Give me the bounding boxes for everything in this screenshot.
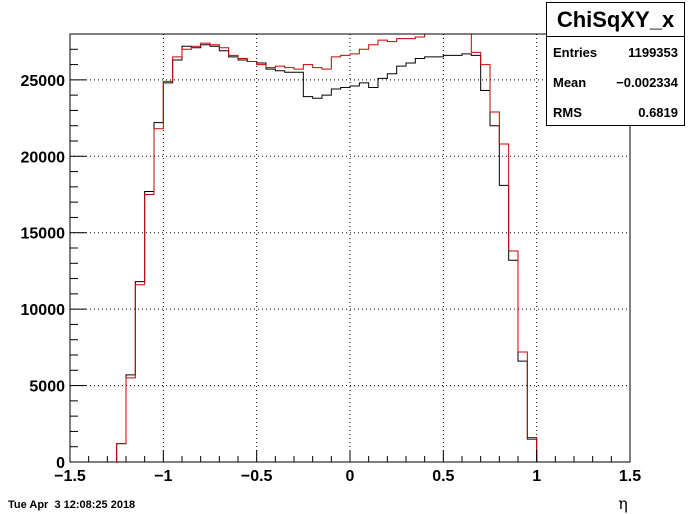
y-tick-label: 5000: [29, 379, 65, 396]
x-tick-label: −1: [154, 468, 172, 485]
x-tick-label: 0.5: [432, 468, 454, 485]
y-tick-label: 25000: [21, 73, 66, 90]
x-tick-label: 1.5: [619, 468, 641, 485]
y-tick-label: 20000: [21, 149, 66, 166]
stats-box: ChiSqXY_x Entries 1199353 Mean −0.002334…: [546, 2, 685, 126]
y-tick-label: 10000: [21, 302, 66, 319]
x-tick-label: −0.5: [241, 468, 273, 485]
stats-row-entries: Entries 1199353: [547, 37, 684, 67]
x-tick-label: 1: [532, 468, 541, 485]
y-tick-label: 15000: [21, 226, 66, 243]
grid-lines: [70, 34, 630, 462]
x-tick-label: −1.5: [54, 468, 86, 485]
stats-label: Entries: [553, 44, 598, 60]
timestamp-label: Tue Apr 3 12:08:25 2018: [8, 499, 135, 511]
stats-value: 0.6819: [638, 104, 678, 120]
histogram-series: [88, 33, 593, 463]
stats-row-rms: RMS 0.6819: [547, 97, 684, 127]
stats-value: −0.002334: [616, 74, 678, 90]
x-tick-label: 0: [346, 468, 355, 485]
stats-title: ChiSqXY_x: [547, 3, 684, 37]
axes: −1.5 −1 −0.5 0 0.5 1 1.5 0 5000 10000 15000 20000 25…: [21, 33, 641, 485]
stats-value: 1199353: [628, 44, 678, 60]
stats-label: Mean: [553, 74, 587, 90]
histogram-series-line: [88, 44, 593, 463]
x-axis-label: η: [618, 494, 628, 513]
y-tick-label: 0: [56, 455, 65, 472]
histogram-series-line: [88, 33, 593, 463]
stats-label: RMS: [553, 104, 582, 120]
stats-row-mean: Mean −0.002334: [547, 67, 684, 97]
